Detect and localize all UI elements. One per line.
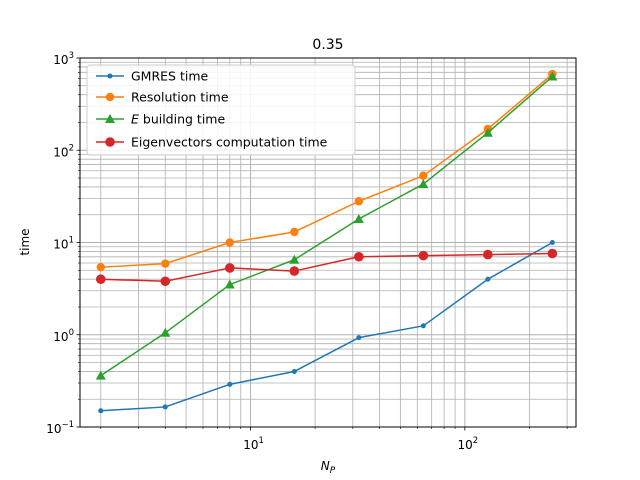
data-point [419,171,428,180]
legend-marker-resolution [105,92,115,102]
data-point [356,335,362,341]
data-point [354,197,364,206]
legend-entry-eigenvectors: Eigenvectors computation time [96,135,328,150]
legend-marker-eigenvectors [105,137,115,147]
chart-title: 0.35 [312,37,343,53]
data-point [224,279,235,289]
legend: GMRES time Resolution time E building ti… [86,64,356,156]
y-tick-label: 101 [53,236,74,252]
x-tick-label: 101 [243,436,264,452]
data-point [96,262,105,272]
data-point [418,179,429,189]
data-point [485,276,491,282]
data-point [289,266,300,276]
series-line-0 [100,241,553,412]
series-3 [95,248,558,287]
series-0 [98,240,555,414]
data-point [547,71,558,81]
series-1 [96,69,557,272]
data-point [160,276,171,287]
data-point [224,263,235,273]
x-tick-label: 102 [458,436,479,452]
legend-entry-gmres: GMRES time [96,69,209,84]
legend-entry-e-building: E building time [96,112,225,127]
series-line-2 [100,75,553,377]
data-point [95,370,106,380]
data-point [291,368,297,374]
y-axis-label: time [18,228,32,255]
data-point [547,248,558,259]
y-tick-label: 10−1 [46,420,74,436]
legend-box [86,64,356,156]
legend-label-e-building: E building time [131,112,225,127]
data-point [98,408,104,414]
data-point [482,127,493,137]
legend-label-gmres: GMRES time [131,69,209,84]
data-point [227,381,233,387]
data-point [160,327,171,337]
y-tick-label: 103 [53,51,74,67]
data-point [354,251,364,262]
axis-ticks: 101 102 10−1 100 101 102 103 [46,51,568,452]
legend-marker-e-building [105,114,115,123]
data-point [353,213,364,223]
data-point [161,259,170,268]
data-point [420,323,426,329]
data-point [95,274,106,285]
y-tick-label: 102 [53,143,74,159]
legend-entry-resolution: Resolution time [96,90,229,105]
data-point [549,240,555,245]
series-line-1 [100,73,553,268]
data-point [289,254,300,264]
data-point [483,249,493,260]
series-group [95,69,558,414]
data-point [162,404,168,410]
legend-marker-gmres [107,73,113,79]
data-point [418,250,429,261]
y-tick-label: 100 [53,328,74,344]
data-point [225,238,234,247]
x-axis-label: NP [321,459,336,476]
series-2 [95,71,558,380]
legend-label-resolution: Resolution time [131,90,229,105]
series-line-3 [100,252,553,283]
legend-label-eigenvectors: Eigenvectors computation time [131,135,328,150]
data-point [290,227,299,237]
